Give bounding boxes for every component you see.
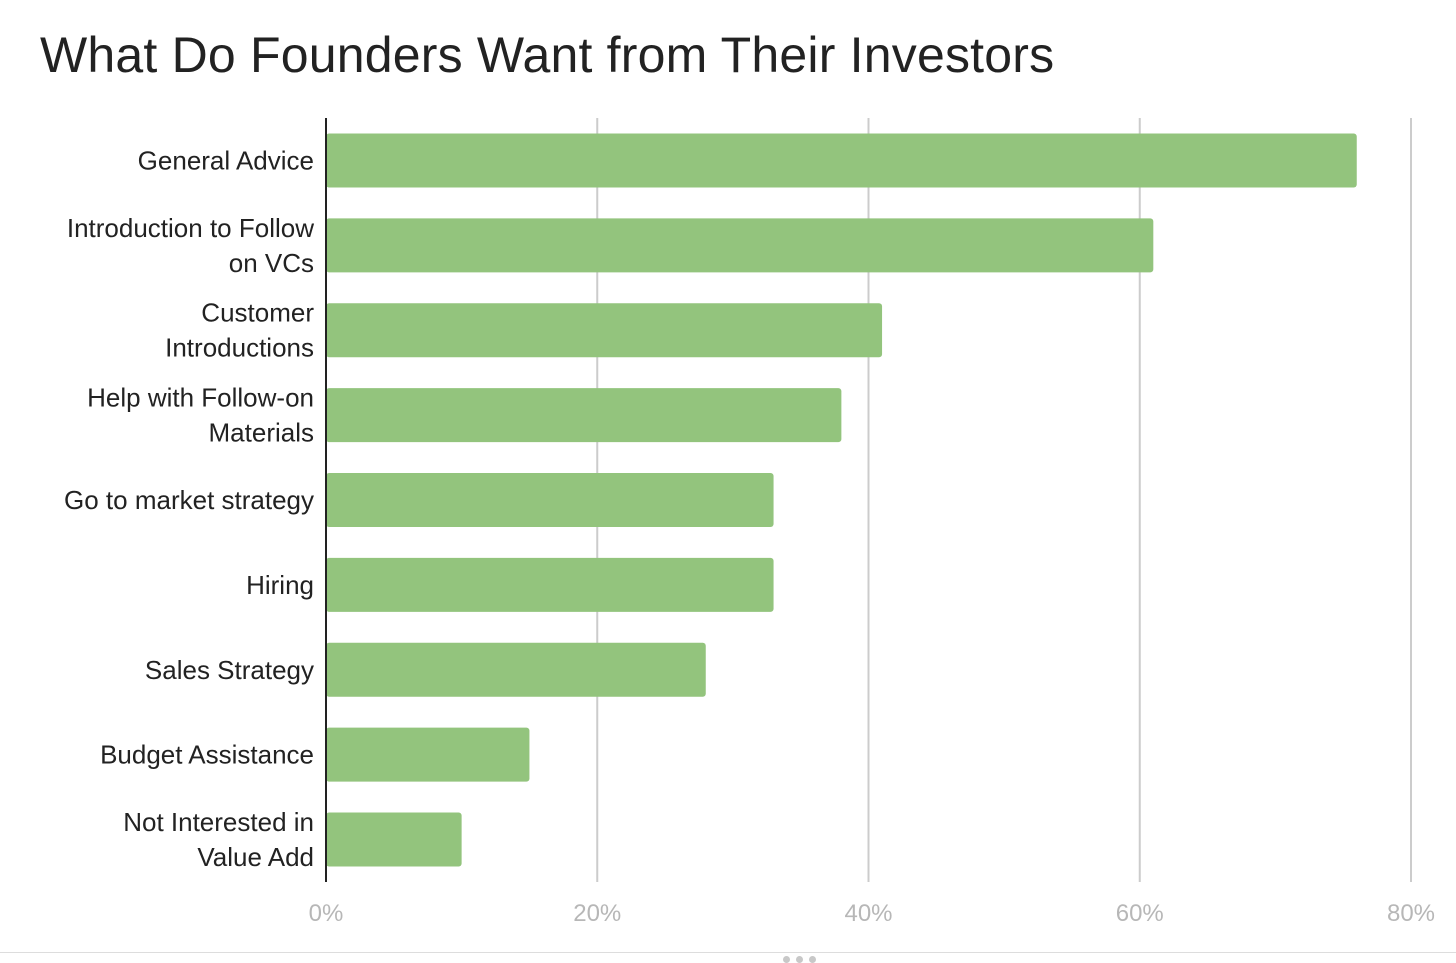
- handle-dot: [809, 956, 816, 963]
- category-label-line: Hiring: [246, 570, 314, 600]
- resize-handle[interactable]: [783, 956, 823, 963]
- bar-8[interactable]: [326, 812, 462, 867]
- x-tick-label: 0%: [309, 900, 344, 927]
- bar-6[interactable]: [326, 642, 706, 697]
- bar-2[interactable]: [326, 303, 883, 358]
- category-label: Go to market strategy: [64, 485, 314, 515]
- category-label-line: Value Add: [197, 842, 314, 872]
- category-label-line: Customer: [201, 298, 314, 328]
- category-label-line: Go to market strategy: [64, 485, 314, 515]
- category-label-line: General Advice: [138, 145, 314, 175]
- bar-5[interactable]: [326, 557, 774, 612]
- category-labels: General Advice Introduction to Follow on V…: [64, 145, 314, 872]
- handle-dot: [783, 956, 790, 963]
- category-label-line: Materials: [209, 418, 314, 448]
- chart-title: What Do Founders Want from Their Investo…: [40, 27, 1055, 83]
- bar-3[interactable]: [326, 388, 842, 443]
- category-label: Help with Follow-on Materials: [87, 383, 314, 448]
- bar-0[interactable]: [326, 133, 1357, 188]
- x-tick-label: 40%: [844, 900, 892, 927]
- handle-dot: [796, 956, 803, 963]
- bar-4[interactable]: [326, 473, 774, 527]
- bar-1[interactable]: [326, 218, 1154, 273]
- x-tick-label: 20%: [573, 900, 621, 927]
- category-label: Hiring: [246, 570, 314, 600]
- category-label: Sales Strategy: [145, 655, 314, 685]
- category-label-line: Budget Assistance: [100, 740, 314, 770]
- category-label-line: Not Interested in: [123, 807, 314, 837]
- category-label-line: on VCs: [229, 248, 314, 278]
- category-label-line: Help with Follow-on: [87, 383, 314, 413]
- category-label-line: Introduction to Follow: [67, 213, 314, 243]
- bars: [326, 133, 1357, 867]
- category-label-line: Sales Strategy: [145, 655, 314, 685]
- x-tick-label: 80%: [1387, 900, 1435, 927]
- category-label: Customer Introductions: [165, 298, 314, 363]
- category-label: Budget Assistance: [100, 740, 314, 770]
- bar-7[interactable]: [326, 727, 530, 782]
- category-label: Introduction to Follow on VCs: [67, 213, 314, 278]
- bottom-divider: [0, 952, 1456, 953]
- x-tick-labels: 0% 20% 40% 60% 80%: [309, 900, 1435, 927]
- x-tick-label: 60%: [1116, 900, 1164, 927]
- category-label: Not Interested in Value Add: [123, 807, 314, 872]
- category-label: General Advice: [138, 145, 314, 175]
- category-label-line: Introductions: [165, 333, 314, 363]
